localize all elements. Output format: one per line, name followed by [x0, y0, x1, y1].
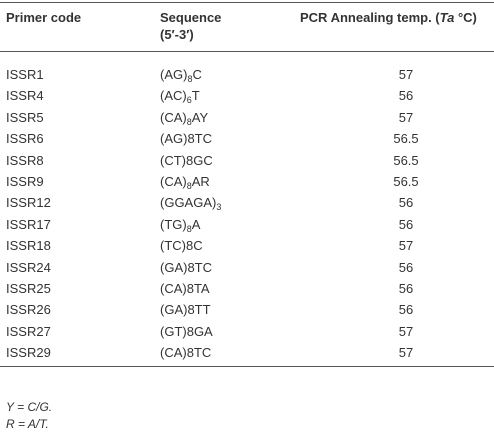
primer-code: ISSR9	[6, 174, 44, 189]
sequence: (TG)8A	[160, 216, 201, 234]
primer-code: ISSR27	[6, 323, 51, 339]
sequence-part: (GA)8TC	[160, 259, 212, 275]
header-temp-part: °C)	[454, 10, 477, 25]
annealing-temp: 56	[398, 281, 414, 296]
annealing-temp: 57	[398, 345, 414, 361]
sequence: (GA)8TT	[160, 302, 211, 318]
sequence-part: (CA)8TA	[160, 281, 210, 296]
primer-code: ISSR8	[6, 152, 44, 168]
sequence-part: (TC)8C	[160, 238, 203, 254]
sequence-part: 8	[186, 223, 192, 234]
sequence-part: A	[191, 216, 201, 232]
header-temp-part: PCR Annealing temp. (	[300, 10, 440, 25]
annealing-temp: 57	[398, 323, 414, 339]
primer-code: ISSR17	[6, 216, 51, 232]
primer-code: ISSR26	[6, 302, 51, 318]
sequence: (GT)8GA	[160, 324, 213, 340]
annealing-temp: 57	[398, 238, 414, 254]
sequence-part: C	[192, 67, 202, 82]
sequence-part: T	[191, 88, 200, 104]
sequence-part: AY	[191, 109, 209, 125]
bottom-rule	[0, 366, 494, 367]
header-temp-part: Ta	[439, 10, 455, 25]
primer-code: ISSR1	[6, 67, 44, 82]
header-rule	[0, 51, 494, 52]
sequence-part: (AG)	[160, 67, 188, 82]
sequence: (GGAGA)3	[160, 195, 222, 213]
header-temp: PCR Annealing temp. (Ta °C)	[300, 10, 477, 26]
sequence-part: (GT)8GA	[160, 323, 213, 339]
sequence: (CA)8AR	[160, 174, 210, 191]
primer-code: ISSR4	[6, 88, 44, 104]
sequence-part: (AC)	[160, 88, 187, 104]
sequence-part: (TG)	[160, 216, 187, 232]
sequence-part: (CA)8TC	[160, 345, 212, 361]
annealing-temp: 56	[398, 259, 414, 275]
annealing-temp: 56.5	[393, 174, 419, 189]
annealing-temp: 56	[398, 88, 414, 104]
footnote: R = A/T.	[6, 417, 49, 431]
sequence: (CA)8TC	[160, 345, 211, 361]
primer-code: ISSR18	[6, 238, 51, 254]
annealing-temp: 56.5	[393, 131, 419, 147]
header-primer: Primer code	[6, 10, 82, 25]
primer-code: ISSR29	[6, 345, 51, 361]
sequence: (AG)8C	[160, 67, 202, 84]
annealing-temp: 57	[398, 67, 414, 82]
top-rule	[0, 2, 494, 3]
primer-code: ISSR25	[6, 281, 51, 296]
sequence-part: AR	[191, 174, 210, 189]
sequence-part: (GA)8TT	[160, 302, 211, 318]
annealing-temp: 57	[398, 109, 414, 125]
sequence: (CT)8GC	[160, 153, 213, 169]
sequence: (TC)8C	[160, 238, 203, 254]
primer-code: ISSR5	[6, 109, 44, 125]
sequence-part: (CA)	[160, 174, 187, 189]
sequence-part: 3	[216, 202, 222, 213]
annealing-temp: 56	[398, 216, 414, 232]
sequence-part: 8	[186, 181, 192, 191]
sequence: (CA)8AY	[160, 109, 209, 127]
sequence: (GA)8TC	[160, 260, 212, 276]
sequence-part: (AG)8TC	[160, 131, 212, 147]
primer-code: ISSR6	[6, 131, 44, 147]
sequence-part: 8	[187, 74, 193, 84]
sequence: (AG)8TC	[160, 131, 212, 147]
sequence: (AC)6T	[160, 88, 200, 106]
header-sequence-dir: (5′-3′)	[160, 27, 194, 42]
sequence: (CA)8TA	[160, 281, 210, 297]
sequence-part: (GGAGA)	[160, 195, 217, 211]
primer-code: ISSR24	[6, 259, 51, 275]
annealing-temp: 56	[398, 195, 414, 211]
header-sequence: Sequence	[160, 10, 222, 25]
footnote: Y = C/G.	[6, 400, 53, 414]
sequence-part: 8	[186, 116, 192, 127]
sequence-part: 6	[186, 95, 192, 106]
primer-code: ISSR12	[6, 195, 51, 211]
annealing-temp: 56.5	[393, 152, 419, 168]
annealing-temp: 56	[398, 302, 414, 318]
sequence-part: (CA)	[160, 109, 187, 125]
sequence-part: (CT)8GC	[160, 152, 213, 168]
